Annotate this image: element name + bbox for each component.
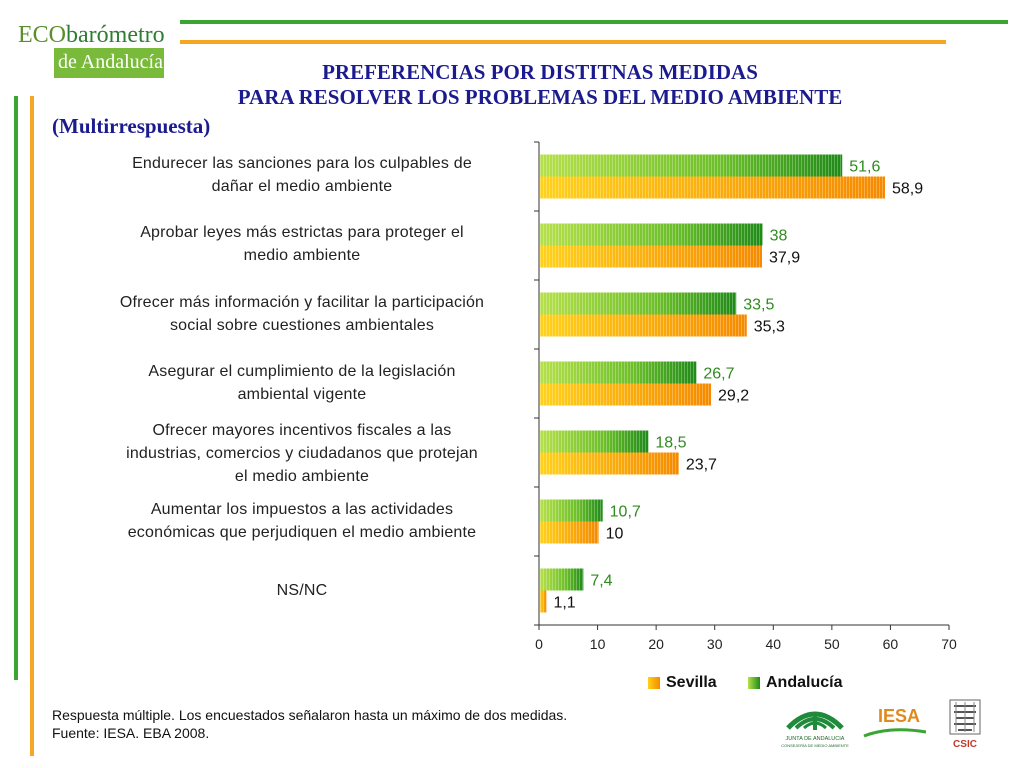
x-tick-label: 20 [648,636,664,652]
data-label-sevilla: 35,3 [754,319,785,336]
x-tick-label: 60 [883,636,899,652]
x-tick-label: 40 [765,636,781,652]
logo-subtitle: de Andalucía [58,51,163,73]
category-label-line: NS/NC [276,581,328,599]
bar-sevilla-texture [540,245,762,268]
category-label: Endurecer las sanciones para los culpabl… [82,152,522,198]
bar-andalucia-texture [540,430,649,453]
footnote: Respuesta múltiple. Los encuestados seña… [52,706,567,742]
category-label-line: Ofrecer mayores incentivos fiscales a la… [152,421,452,439]
data-label-andalucia: 18,5 [655,435,686,452]
category-label: NS/NC [82,579,522,602]
bar-sevilla-texture [540,383,712,406]
bar-andalucia-texture [540,499,603,522]
data-label-andalucia: 33,5 [743,297,774,314]
bar-andalucia-texture [540,361,697,384]
header-orange-line [180,40,946,44]
legend-andalucia: Andalucía [748,674,842,692]
title-line-1: PREFERENCIAS POR DISTITNAS MEDIDAS [322,60,758,84]
junta-text-2: CONSEJERÍA DE MEDIO AMBIENTE [781,743,849,748]
category-label-line: Aprobar leyes más estrictas para protege… [140,224,464,241]
bar-andalucia-texture [540,223,763,246]
category-label-line: Aumentar los impuestos a las actividades [150,501,454,518]
data-label-andalucia: 38 [770,228,788,245]
bar-sevilla-texture [540,590,547,613]
category-label-line: dañar el medio ambiente [211,178,393,195]
title-line-2: PARA RESOLVER LOS PROBLEMAS DEL MEDIO AM… [237,85,843,109]
category-label-line: Ofrecer más información y facilitar la p… [119,294,485,311]
data-label-sevilla: 23,7 [686,457,717,474]
category-label-line: Asegurar el cumplimiento de la legislaci… [148,363,456,380]
data-label-sevilla: 29,2 [718,388,749,405]
category-label-line: el medio ambiente [234,467,370,485]
legend-andalucia-swatch [748,677,760,689]
data-label-andalucia: 7,4 [590,573,612,590]
category-label: Aprobar leyes más estrictas para protege… [82,221,522,267]
data-label-andalucia: 10,7 [610,504,641,521]
page-title: PREFERENCIAS POR DISTITNAS MEDIDAS PARA … [120,60,960,110]
bar-andalucia-texture [540,568,584,591]
iesa-text: IESA [878,706,920,726]
data-label-sevilla: 10 [606,526,624,543]
csic-text: CSIC [953,739,977,750]
x-tick-label: 0 [535,636,543,652]
junta-andalucia-logo: JUNTA DE ANDALUCIA CONSEJERÍA DE MEDIO A… [781,711,849,748]
category-label-line: económicas que perjudiquen el medio ambi… [127,524,477,541]
data-label-andalucia: 26,7 [703,366,734,383]
iesa-logo: IESA [863,706,927,738]
side-green-line [14,96,18,680]
legend-andalucia-label: Andalucía [766,674,843,691]
x-tick-label: 30 [707,636,723,652]
page-subtitle: (Multirrespuesta) [52,114,211,138]
legend-sevilla-swatch [648,677,660,689]
category-label-line: medio ambiente [243,247,361,264]
data-label-sevilla: 1,1 [553,595,575,612]
footnote-line-2: Fuente: IESA. EBA 2008. [52,725,210,741]
bar-sevilla-texture [540,452,679,475]
ecobarometro-logo: ECObarómetro de Andalucía [18,18,168,80]
bar-andalucia-texture [540,292,737,315]
logo-wordmark: ECObarómetro [18,22,165,49]
category-label: Asegurar el cumplimiento de la legislaci… [82,360,522,406]
csic-logo: CSIC [949,699,981,750]
bar-sevilla-texture [540,176,885,199]
x-tick-label: 50 [824,636,840,652]
bar-sevilla-texture [540,521,599,544]
data-label-sevilla: 58,9 [892,181,923,198]
logo-eco: ECO [18,22,66,48]
category-label-line: industrias, comercios y ciudadanos que p… [126,444,478,462]
data-label-sevilla: 37,9 [769,250,800,267]
legend-sevilla: Sevilla [648,674,717,692]
x-tick-label: 70 [941,636,957,652]
header-green-line [180,20,1008,24]
bar-andalucia-texture [540,154,843,177]
category-label-line: ambiental vigente [237,386,367,403]
category-label-line: social sobre cuestiones ambientales [169,317,435,334]
side-orange-line [30,96,34,756]
category-label: Ofrecer más información y facilitar la p… [82,291,522,337]
junta-text-1: JUNTA DE ANDALUCIA [786,736,845,742]
x-tick-label: 10 [590,636,606,652]
category-label: Aumentar los impuestos a las actividades… [82,498,522,544]
category-label: Ofrecer mayores incentivos fiscales a la… [82,419,522,488]
bar-sevilla-texture [540,314,747,337]
logo-barometro: barómetro [66,22,165,48]
legend-sevilla-label: Sevilla [666,674,717,691]
logo-green-band [54,48,164,78]
category-label-line: Endurecer las sanciones para los culpabl… [132,155,472,172]
footnote-line-1: Respuesta múltiple. Los encuestados seña… [52,707,568,723]
data-label-andalucia: 51,6 [849,159,880,176]
